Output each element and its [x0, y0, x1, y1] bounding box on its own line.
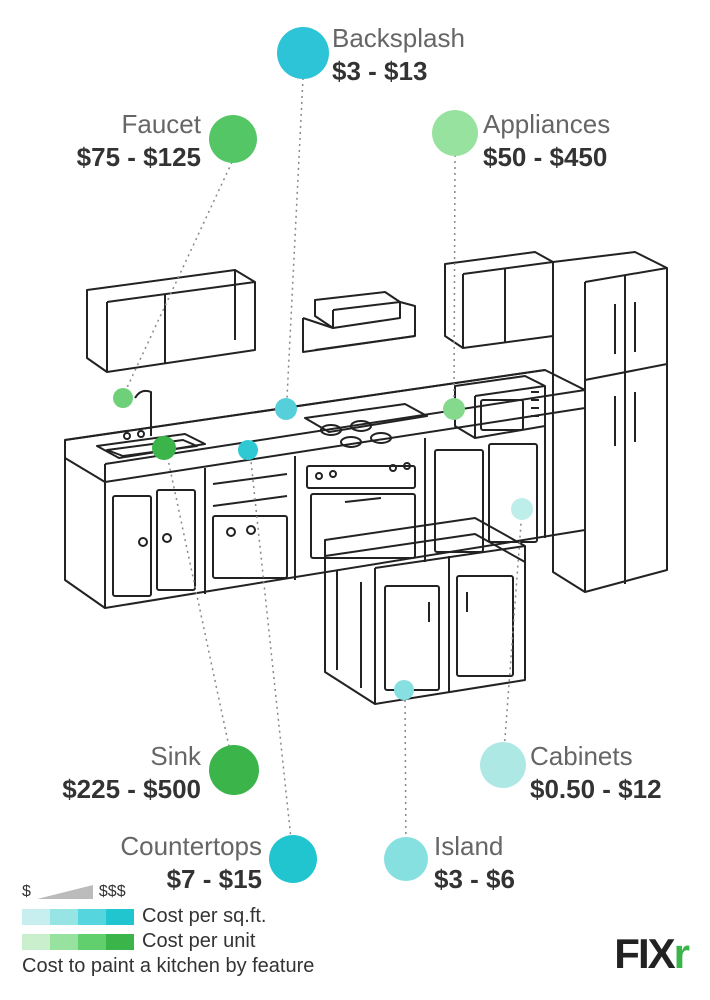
countertops-title: Countertops — [120, 830, 262, 863]
sink-title: Sink — [62, 740, 201, 773]
appliances-title: Appliances — [483, 108, 610, 141]
legend-sqft-swatches — [22, 909, 134, 925]
backsplash-title: Backsplash — [332, 22, 465, 55]
swatch — [50, 909, 78, 925]
appliances-price: $50 - $450 — [483, 141, 610, 174]
countertops-marker — [238, 440, 258, 460]
appliances-marker — [443, 398, 465, 420]
cabinets-title: Cabinets — [530, 740, 662, 773]
backsplash-dot — [277, 27, 329, 79]
appliances-label: Appliances $50 - $450 — [483, 108, 610, 173]
swatch — [78, 909, 106, 925]
swatch — [78, 934, 106, 950]
sink-price: $225 - $500 — [62, 773, 201, 806]
faucet-marker — [113, 388, 133, 408]
legend-unit-label: Cost per unit — [142, 930, 255, 953]
kitchen-illustration — [55, 240, 685, 720]
cabinets-label: Cabinets $0.50 - $12 — [530, 740, 662, 805]
backsplash-label: Backsplash $3 - $13 — [332, 22, 465, 87]
faucet-title: Faucet — [77, 108, 201, 141]
legend-caption: Cost to paint a kitchen by feature — [22, 955, 314, 978]
cabinets-marker — [511, 498, 533, 520]
logo-fix-text: FIX — [614, 930, 673, 978]
sink-marker — [152, 436, 176, 460]
island-marker — [394, 680, 414, 700]
swatch — [50, 934, 78, 950]
faucet-label: Faucet $75 - $125 — [77, 108, 201, 173]
legend-high-label: $$$ — [99, 883, 126, 901]
fixr-logo: FIXr — [614, 930, 688, 978]
legend: $ $$$ Cost per sq.ft. Cost per unit Cost… — [22, 883, 314, 978]
legend-scale-arrow: $ $$$ — [22, 883, 314, 901]
legend-sqft-row: Cost per sq.ft. — [22, 905, 314, 928]
cabinets-price: $0.50 - $12 — [530, 773, 662, 806]
swatch — [22, 934, 50, 950]
cabinets-dot — [480, 742, 526, 788]
island-dot — [384, 837, 428, 881]
appliances-dot — [432, 110, 478, 156]
sink-label: Sink $225 - $500 — [62, 740, 201, 805]
legend-sqft-label: Cost per sq.ft. — [142, 905, 267, 928]
island-label: Island $3 - $6 — [434, 830, 515, 895]
backsplash-price: $3 - $13 — [332, 55, 465, 88]
legend-low-label: $ — [22, 883, 31, 901]
island-title: Island — [434, 830, 515, 863]
swatch — [22, 909, 50, 925]
backsplash-marker — [275, 398, 297, 420]
swatch — [106, 909, 134, 925]
countertops-dot — [269, 835, 317, 883]
faucet-dot — [209, 115, 257, 163]
logo-r-text: r — [674, 930, 688, 978]
island-price: $3 - $6 — [434, 863, 515, 896]
sink-dot — [209, 745, 259, 795]
swatch — [106, 934, 134, 950]
faucet-price: $75 - $125 — [77, 141, 201, 174]
legend-unit-row: Cost per unit — [22, 930, 314, 953]
triangle-icon — [37, 885, 93, 899]
legend-unit-swatches — [22, 934, 134, 950]
